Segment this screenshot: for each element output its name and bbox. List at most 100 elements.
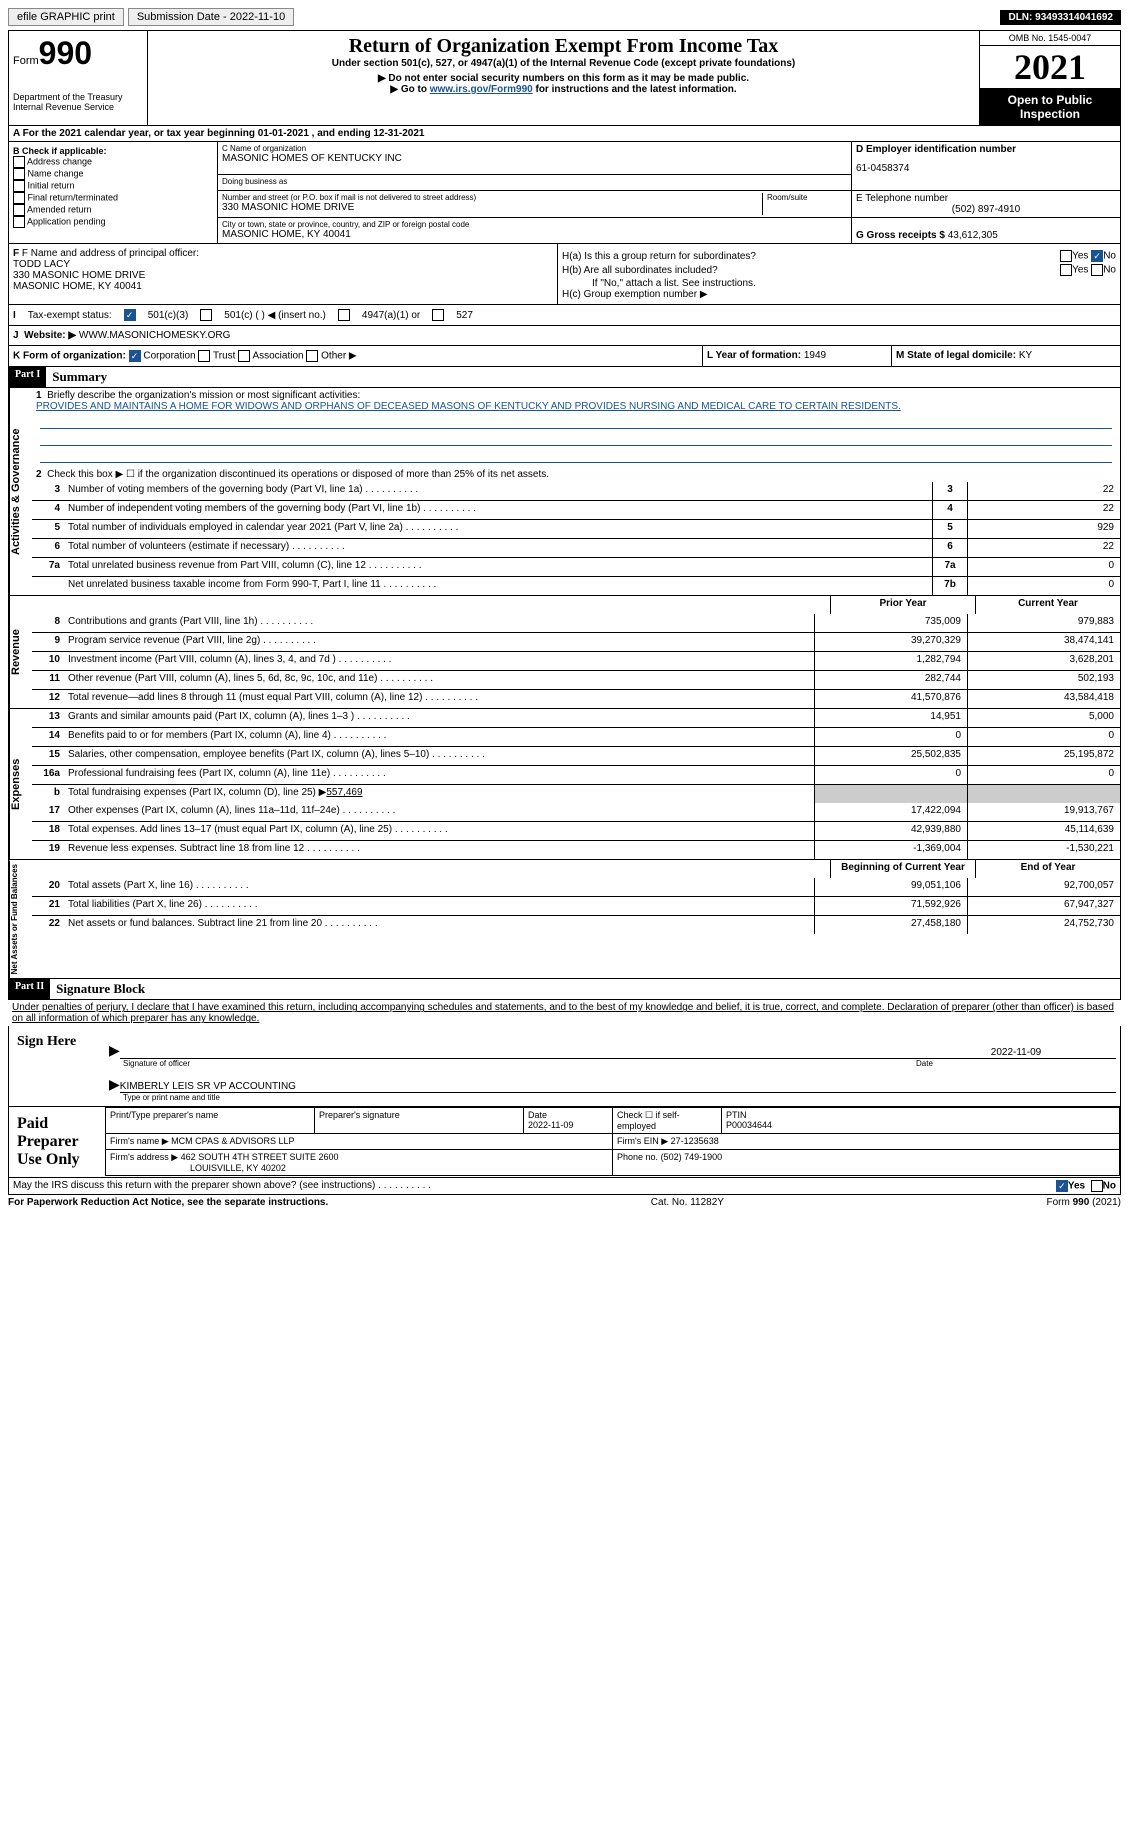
checkbox-address-change[interactable] — [13, 156, 25, 168]
eoy-header: End of Year — [975, 860, 1120, 878]
checkbox-initial-return[interactable] — [13, 180, 25, 192]
table-row: 7aTotal unrelated business revenue from … — [32, 557, 1120, 576]
hb-note: If "No," attach a list. See instructions… — [592, 278, 1116, 289]
q1-label: Briefly describe the organization's miss… — [47, 390, 360, 401]
table-row: 14Benefits paid to or for members (Part … — [32, 727, 1120, 746]
type-name-label: Type or print name and title — [123, 1093, 220, 1102]
note-goto-prefix: ▶ Go to — [390, 84, 429, 95]
city-value: MASONIC HOME, KY 40041 — [222, 229, 847, 240]
firm-addr-label: Firm's address ▶ — [110, 1152, 178, 1162]
firm-phone-label: Phone no. — [617, 1152, 658, 1162]
ein-label: D Employer identification number — [856, 144, 1116, 155]
part2-title: Signature Block — [50, 979, 151, 999]
tax-year: 2021 — [980, 46, 1120, 89]
table-row: 17Other expenses (Part IX, column (A), l… — [32, 803, 1120, 821]
top-bar: efile GRAPHIC print Submission Date - 20… — [8, 8, 1121, 26]
officer-addr2: MASONIC HOME, KY 40041 — [13, 281, 553, 292]
date-label: Date — [916, 1059, 1116, 1068]
checkbox-final-return[interactable] — [13, 192, 25, 204]
irs-link[interactable]: www.irs.gov/Form990 — [430, 84, 533, 95]
may-irs-no-checkbox[interactable] — [1091, 1180, 1103, 1192]
print-name-label: Print/Type preparer's name — [110, 1110, 218, 1120]
table-row: 21Total liabilities (Part X, line 26)71,… — [32, 896, 1120, 915]
website-label: Website: ▶ — [24, 330, 76, 341]
table-row: 16aProfessional fundraising fees (Part I… — [32, 765, 1120, 784]
open-inspection: Open to Public Inspection — [980, 89, 1120, 125]
q1-text: PROVIDES AND MAINTAINS A HOME FOR WIDOWS… — [36, 401, 1116, 412]
header-center: Return of Organization Exempt From Incom… — [148, 31, 979, 125]
table-row: 9Program service revenue (Part VIII, lin… — [32, 632, 1120, 651]
paperwork-notice: For Paperwork Reduction Act Notice, see … — [8, 1197, 328, 1208]
omb-number: OMB No. 1545-0047 — [980, 31, 1120, 46]
checkbox-501c[interactable] — [200, 309, 212, 321]
ein-value: 61-0458374 — [856, 163, 1116, 174]
domicile-value: KY — [1019, 350, 1032, 361]
opt-application-pending: Application pending — [27, 216, 106, 226]
prep-date-value: 2022-11-09 — [528, 1120, 573, 1130]
table-row: 20Total assets (Part X, line 16)99,051,1… — [32, 878, 1120, 896]
phone-label: E Telephone number — [856, 193, 1116, 204]
hb-label: H(b) Are all subordinates included? — [562, 265, 718, 276]
checkbox-trust[interactable] — [198, 350, 210, 362]
checkbox-527[interactable] — [432, 309, 444, 321]
section-i: I Tax-exempt status: 501(c)(3) 501(c) ( … — [8, 305, 1121, 326]
checkbox-other[interactable] — [306, 350, 318, 362]
gross-value: 43,612,305 — [948, 230, 998, 241]
checkbox-501c3[interactable] — [124, 309, 136, 321]
footer: For Paperwork Reduction Act Notice, see … — [8, 1195, 1121, 1210]
table-row: 19Revenue less expenses. Subtract line 1… — [32, 840, 1120, 859]
org-name: MASONIC HOMES OF KENTUCKY INC — [222, 153, 847, 164]
checkbox-4947[interactable] — [338, 309, 350, 321]
submission-date: Submission Date - 2022-11-10 — [128, 8, 294, 26]
section-j: J Website: ▶ WWW.MASONICHOMESKY.ORG — [8, 326, 1121, 346]
paid-preparer-table: Print/Type preparer's name Preparer's si… — [105, 1107, 1120, 1176]
part1-title: Summary — [46, 367, 113, 387]
sig-officer-label: Signature of officer — [123, 1059, 916, 1068]
form-ref: Form 990 (2021) — [1047, 1197, 1121, 1208]
paid-preparer-section: Paid Preparer Use Only Print/Type prepar… — [8, 1107, 1121, 1178]
prior-year-header: Prior Year — [830, 596, 975, 614]
paid-preparer-label: Paid Preparer Use Only — [9, 1107, 105, 1177]
form-prefix: Form — [13, 55, 39, 67]
side-net-assets: Net Assets or Fund Balances — [9, 860, 32, 978]
checkbox-amended[interactable] — [13, 204, 25, 216]
website-value: WWW.MASONICHOMESKY.ORG — [79, 330, 231, 341]
side-activities: Activities & Governance — [9, 388, 32, 595]
arrow-icon: ▶ — [109, 1042, 120, 1059]
phone-value: (502) 897-4910 — [856, 204, 1116, 215]
hb-yes-checkbox[interactable] — [1060, 264, 1072, 276]
may-irs-yes-checkbox[interactable] — [1056, 1180, 1068, 1192]
prep-sig-label: Preparer's signature — [319, 1110, 400, 1120]
dept-treasury: Department of the Treasury — [13, 92, 143, 102]
ptin-value: P00034644 — [726, 1120, 772, 1130]
row-a-calendar: A For the 2021 calendar year, or tax yea… — [8, 126, 1121, 142]
table-row: 3Number of voting members of the governi… — [32, 482, 1120, 500]
blank-line — [40, 448, 1112, 463]
blank-line — [40, 414, 1112, 429]
checkbox-association[interactable] — [238, 350, 250, 362]
ha-no-checkbox[interactable] — [1091, 250, 1103, 262]
part1-header-row: Part I Summary — [8, 367, 1121, 388]
cat-no: Cat. No. 11282Y — [651, 1197, 724, 1208]
hb-no-checkbox[interactable] — [1091, 264, 1103, 276]
officer-printed-name: KIMBERLY LEIS SR VP ACCOUNTING — [120, 1081, 296, 1092]
yes-label: Yes — [1072, 251, 1088, 262]
no-label: No — [1103, 251, 1116, 262]
declaration-text: Under penalties of perjury, I declare th… — [8, 1000, 1121, 1026]
efile-button[interactable]: efile GRAPHIC print — [8, 8, 124, 26]
form-subtitle: Under section 501(c), 527, or 4947(a)(1)… — [152, 58, 975, 69]
col-b: B Check if applicable: Address change Na… — [9, 142, 218, 243]
section-bc: B Check if applicable: Address change Na… — [8, 142, 1121, 244]
line-b-val: 557,469 — [326, 787, 362, 798]
checkbox-corporation[interactable] — [129, 350, 141, 362]
header-right: OMB No. 1545-0047 2021 Open to Public In… — [979, 31, 1120, 125]
opt-name-change: Name change — [28, 168, 84, 178]
tax-exempt-label: Tax-exempt status: — [28, 310, 112, 321]
checkbox-name-change[interactable] — [13, 168, 25, 180]
checkbox-application-pending[interactable] — [13, 216, 25, 228]
ha-yes-checkbox[interactable] — [1060, 250, 1072, 262]
officer-addr1: 330 MASONIC HOME DRIVE — [13, 270, 553, 281]
table-row: 13Grants and similar amounts paid (Part … — [32, 709, 1120, 727]
table-row: 6Total number of volunteers (estimate if… — [32, 538, 1120, 557]
opt-4947: 4947(a)(1) or — [362, 310, 420, 321]
